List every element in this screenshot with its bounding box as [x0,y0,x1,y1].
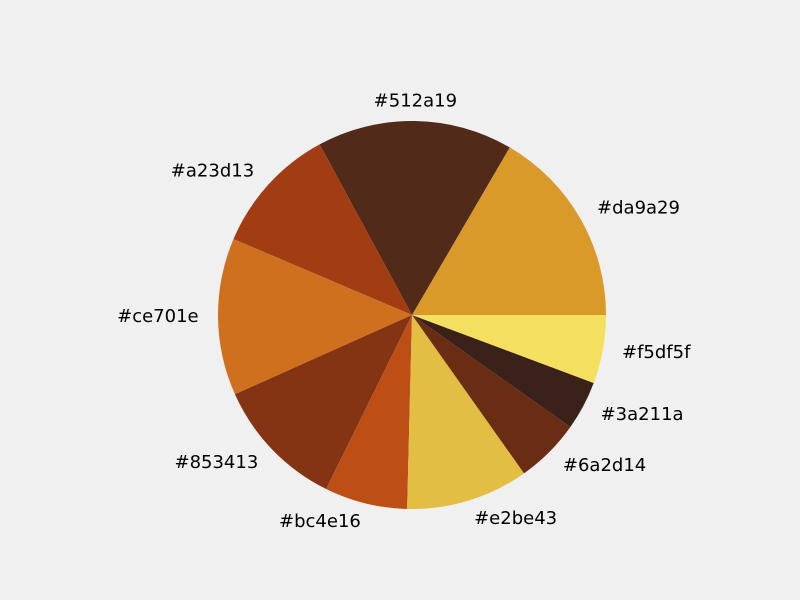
pie-slice [234,315,412,489]
pie-slice [326,315,412,509]
pie-slice-label: #f5df5f [622,342,691,363]
pie-slice [412,147,606,315]
pie-slice [319,121,510,315]
pie-slice [412,315,606,384]
pie-slice-label: #853413 [174,452,258,473]
pie-slice [233,144,412,315]
pie-slice-label: #da9a29 [597,198,680,219]
pie-slice [412,315,571,474]
pie-slice-label: #ce701e [117,306,198,327]
pie-slice-label: #6a2d14 [563,455,646,476]
pie-slice-label: #e2be43 [474,508,557,529]
pie-slice-label: #a23d13 [171,160,254,181]
pie-slice-label: #bc4e16 [279,511,361,532]
pie-slice-label: #512a19 [374,91,457,112]
pie-slice [412,315,594,428]
pie-labels: #da9a29 #512a19 #a23d13 #ce701e #853413 #bc4e… [117,91,691,533]
pie-slices [218,121,606,509]
pie-slice [407,315,525,509]
pie-slice [218,239,412,395]
pie-slice-label: #3a211a [601,404,684,425]
